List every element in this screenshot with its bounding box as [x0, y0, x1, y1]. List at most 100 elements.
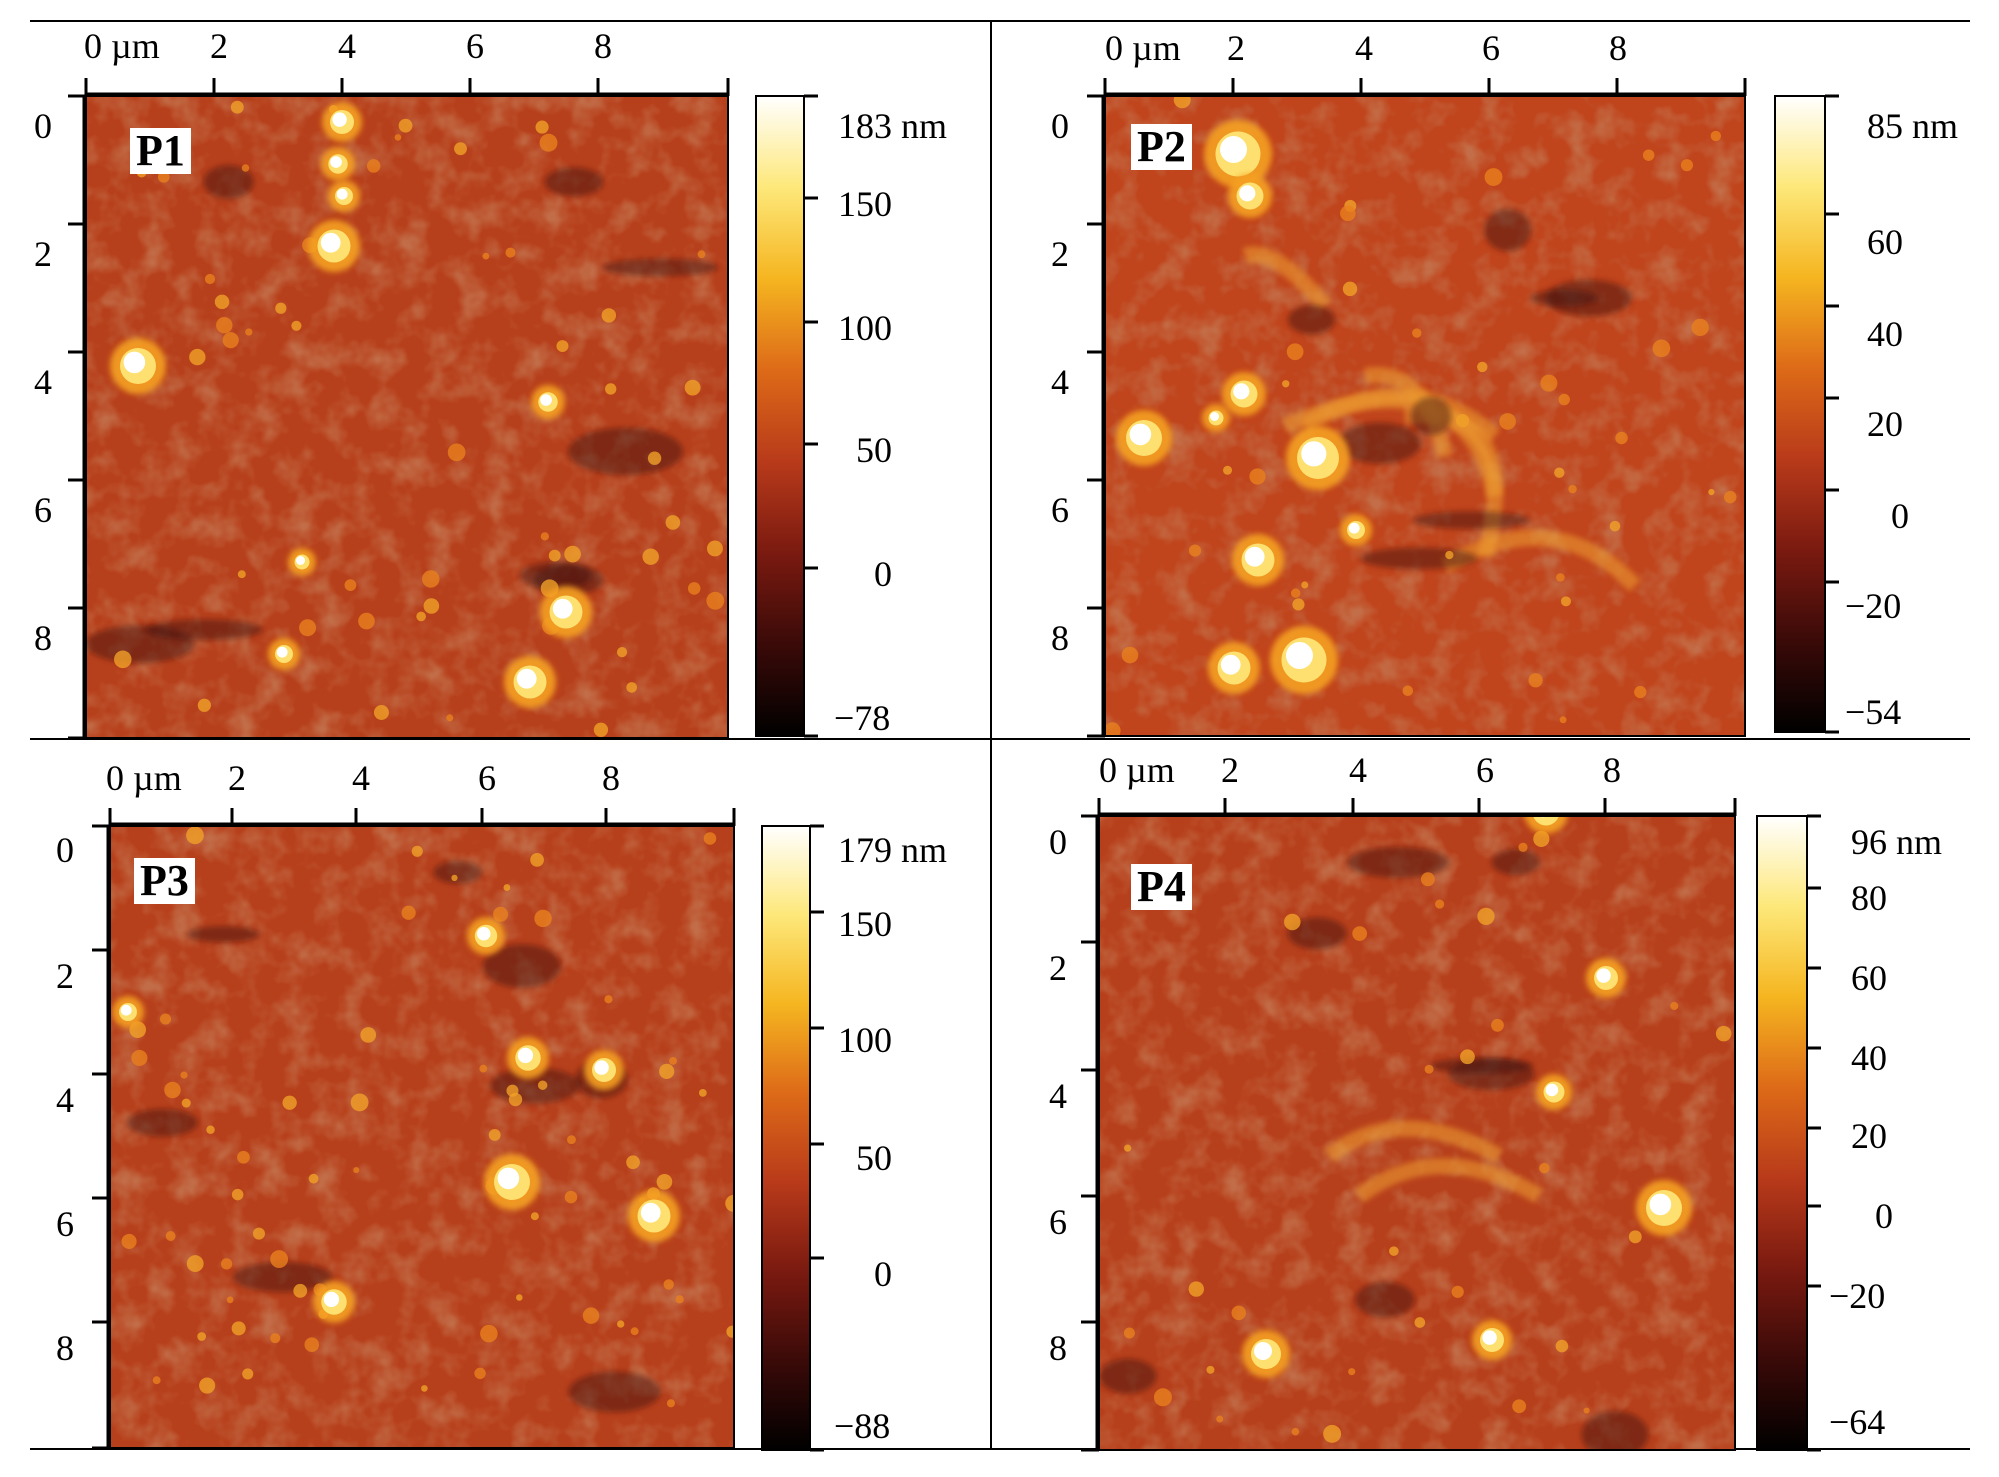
- colorbar-label: 100: [838, 1020, 892, 1060]
- depression-feature: [186, 926, 260, 943]
- surface-grain: [1484, 168, 1503, 186]
- surface-grain: [1568, 484, 1577, 494]
- surface-grain: [1412, 328, 1422, 338]
- ridge-feature: [1324, 1120, 1503, 1164]
- image-frame: [85, 95, 729, 739]
- surface-grain: [626, 682, 637, 693]
- particle-peak: [1301, 441, 1327, 467]
- image-frame: [1104, 95, 1746, 737]
- surface-grain: [1121, 646, 1139, 664]
- surface-grain: [231, 1188, 244, 1201]
- depression-feature: [1448, 1058, 1535, 1091]
- particle-peak: [540, 394, 552, 406]
- surface-grain: [411, 845, 423, 857]
- x-axis-origin-label: 0 µm: [106, 758, 182, 798]
- surface-grain: [189, 348, 206, 366]
- surface-grain: [206, 1125, 215, 1134]
- x-tick-label: 6: [466, 26, 484, 66]
- surface-grain: [186, 826, 204, 845]
- surface-grain: [353, 1167, 360, 1174]
- surface-grain: [1512, 1399, 1527, 1414]
- depression-feature: [145, 619, 264, 641]
- surface-grain: [1499, 413, 1516, 430]
- surface-grain: [1153, 1388, 1172, 1407]
- surface-grain: [582, 1307, 600, 1324]
- colorbar-label: −88: [834, 1406, 891, 1446]
- colorbar-label: 80: [1851, 878, 1887, 918]
- colorbar-label: 96 nm: [1851, 822, 1943, 862]
- depression-feature: [127, 1108, 199, 1137]
- colorbar-label: 50: [856, 1138, 892, 1178]
- surface-grain: [214, 294, 230, 310]
- surface-grain: [446, 714, 454, 722]
- surface-grain: [1670, 1001, 1679, 1010]
- surface-grain: [231, 1321, 246, 1336]
- particle-peak: [477, 927, 491, 941]
- surface-grain: [423, 598, 440, 614]
- surface-grain: [1609, 520, 1621, 532]
- surface-grain: [1556, 573, 1565, 582]
- surface-grain: [373, 705, 389, 721]
- surface-grain: [506, 1084, 519, 1097]
- particle-peak: [123, 351, 146, 374]
- particle-peak: [1244, 546, 1265, 567]
- x-tick-label: 6: [1482, 28, 1500, 68]
- y-tick-label: 4: [1049, 1076, 1067, 1116]
- x-tick-label: 6: [1476, 750, 1494, 790]
- surface-grain: [663, 1279, 674, 1290]
- surface-grain: [204, 273, 216, 285]
- particle-peak: [323, 1291, 340, 1308]
- surface-grain: [1560, 596, 1571, 607]
- ridge-feature: [1440, 529, 1641, 592]
- surface-grain: [1249, 468, 1266, 485]
- particle-peak: [332, 112, 347, 127]
- surface-grain: [299, 619, 317, 637]
- surface-grain: [725, 1194, 734, 1212]
- x-tick-label: 2: [228, 758, 246, 798]
- surface-grain: [350, 1093, 369, 1112]
- colorbar-label: 40: [1867, 314, 1903, 354]
- y-tick-label: 0: [1051, 106, 1069, 146]
- surface-grain: [1420, 872, 1435, 887]
- surface-grain: [666, 1399, 675, 1408]
- surface-grain: [564, 1190, 578, 1204]
- surface-grain: [270, 1333, 281, 1344]
- surface-grain: [706, 591, 725, 610]
- surface-grain: [1292, 598, 1305, 611]
- surface-grain: [1223, 465, 1233, 475]
- surface-grain: [180, 1071, 188, 1079]
- surface-grain: [1123, 1327, 1135, 1339]
- afm-height-map: [1099, 816, 1735, 1450]
- colorbar-label: 50: [856, 430, 892, 470]
- colorbar: [755, 95, 805, 737]
- surface-grain: [601, 308, 617, 323]
- depression-feature: [1287, 304, 1336, 335]
- particle-peak: [1220, 654, 1241, 675]
- afm-height-map: [110, 826, 734, 1448]
- depression-feature: [567, 427, 683, 476]
- depression-feature: [1581, 1410, 1649, 1450]
- colorbar-label: 0: [1891, 496, 1909, 536]
- surface-grain: [697, 250, 706, 259]
- surface-grain: [1491, 1018, 1504, 1032]
- depression-feature: [544, 167, 604, 197]
- colorbar: [761, 825, 811, 1451]
- surface-grain: [1583, 1407, 1590, 1414]
- surface-grain: [308, 1173, 319, 1184]
- surface-grain: [1518, 842, 1528, 852]
- x-axis-origin-label: 0 µm: [1099, 750, 1175, 790]
- x-tick-label: 8: [1603, 750, 1621, 790]
- surface-grain: [530, 852, 544, 867]
- particle-peak: [552, 598, 573, 619]
- particle-peak: [336, 188, 348, 200]
- surface-grain: [451, 874, 458, 882]
- panel-label: P4: [1131, 864, 1192, 910]
- surface-grain: [669, 1056, 677, 1065]
- surface-grain: [226, 1296, 234, 1304]
- particle-peak: [1233, 383, 1250, 400]
- surface-grain: [1642, 149, 1655, 161]
- surface-grain: [275, 302, 287, 314]
- x-tick-label: 2: [210, 26, 228, 66]
- surface-grain: [1290, 588, 1301, 598]
- depression-feature: [1355, 1281, 1415, 1318]
